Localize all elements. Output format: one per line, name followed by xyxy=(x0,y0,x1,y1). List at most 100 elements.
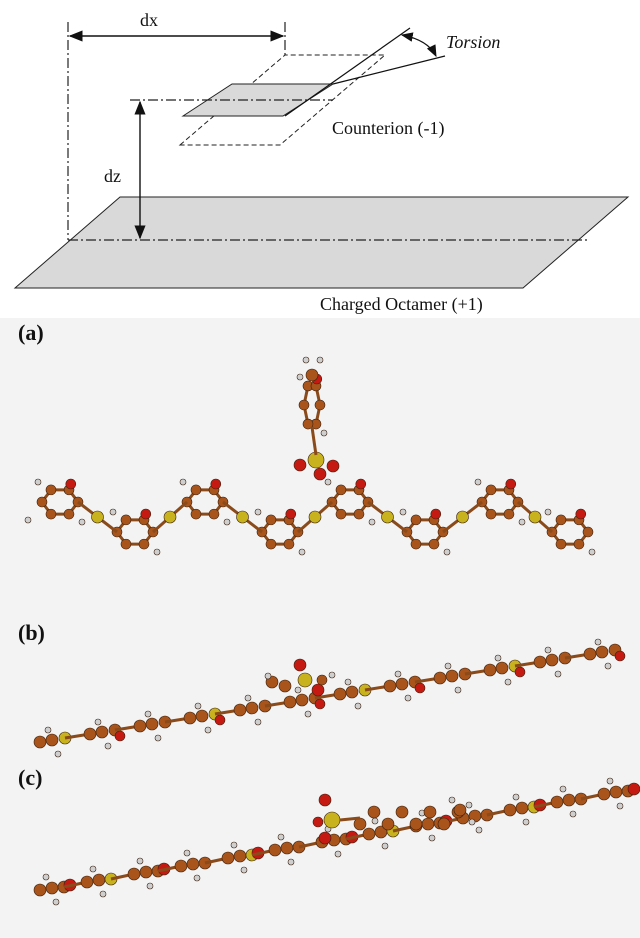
atom xyxy=(504,509,514,519)
atom xyxy=(303,357,309,363)
atom xyxy=(147,883,153,889)
atom xyxy=(495,655,501,661)
atom xyxy=(154,549,160,555)
atom xyxy=(128,868,140,880)
atom xyxy=(237,511,249,523)
atom xyxy=(484,664,496,676)
atom xyxy=(245,695,251,701)
atom xyxy=(505,679,511,685)
atom xyxy=(155,735,161,741)
atom xyxy=(279,680,291,692)
atom xyxy=(504,804,516,816)
atom xyxy=(396,678,408,690)
dz-label: dz xyxy=(104,166,121,186)
atom xyxy=(92,511,104,523)
atom xyxy=(615,651,625,661)
atom xyxy=(191,509,201,519)
atom xyxy=(405,695,411,701)
atom xyxy=(429,835,435,841)
atom xyxy=(294,659,306,671)
atom xyxy=(315,400,325,410)
atom xyxy=(278,834,284,840)
atom xyxy=(95,719,101,725)
atom xyxy=(288,859,294,865)
atom xyxy=(294,459,306,471)
atom xyxy=(369,519,375,525)
atom xyxy=(628,783,640,795)
atom xyxy=(516,802,528,814)
atom xyxy=(356,479,366,489)
atom xyxy=(46,734,58,746)
atom xyxy=(90,866,96,872)
atom xyxy=(384,680,396,692)
atom xyxy=(556,515,566,525)
atom xyxy=(269,844,281,856)
atom xyxy=(313,817,323,827)
atom xyxy=(115,731,125,741)
atom xyxy=(306,369,318,381)
atom xyxy=(266,515,276,525)
atom xyxy=(215,715,225,725)
atom xyxy=(64,509,74,519)
atom xyxy=(255,719,261,725)
atom xyxy=(469,819,475,825)
atom xyxy=(110,509,116,515)
dx-label: dx xyxy=(140,10,158,30)
atom xyxy=(137,858,143,864)
atom xyxy=(241,867,247,873)
atom xyxy=(105,743,111,749)
atom xyxy=(431,509,441,519)
atom xyxy=(195,703,201,709)
atom xyxy=(363,828,375,840)
atom xyxy=(25,517,31,523)
atom xyxy=(37,497,47,507)
counterion-label: Counterion (-1) xyxy=(332,118,444,139)
atom xyxy=(317,357,323,363)
atom xyxy=(457,511,469,523)
atom xyxy=(297,374,303,380)
bond xyxy=(340,818,360,820)
atom xyxy=(255,509,261,515)
atom xyxy=(346,686,358,698)
atom xyxy=(46,485,56,495)
atom xyxy=(329,672,335,678)
atom xyxy=(529,511,541,523)
atom xyxy=(312,684,324,696)
atom xyxy=(335,851,341,857)
torsion-label: Torsion xyxy=(446,32,500,52)
atom xyxy=(96,726,108,738)
atom xyxy=(46,882,58,894)
atom xyxy=(43,874,49,880)
atom xyxy=(555,671,561,677)
schematic: dx dz Torsion Counterion (-1) Charged Oc… xyxy=(15,10,628,315)
atom xyxy=(476,827,482,833)
atom xyxy=(560,786,566,792)
atom xyxy=(410,818,422,830)
atom xyxy=(589,549,595,555)
atom xyxy=(194,875,200,881)
atom xyxy=(319,794,331,806)
atom xyxy=(372,818,378,824)
atom xyxy=(187,858,199,870)
atom xyxy=(382,843,388,849)
atom xyxy=(281,842,293,854)
atom xyxy=(46,509,56,519)
atom xyxy=(596,646,608,658)
panel-label: (c) xyxy=(18,765,42,790)
atom xyxy=(515,667,525,677)
atom xyxy=(265,673,271,679)
atom xyxy=(445,663,451,669)
atom xyxy=(284,539,294,549)
atom xyxy=(382,511,394,523)
atom xyxy=(121,539,131,549)
atom xyxy=(506,479,516,489)
atom xyxy=(35,479,41,485)
atom xyxy=(382,818,394,830)
atom xyxy=(556,539,566,549)
panel-label: (b) xyxy=(18,620,45,645)
atom xyxy=(184,850,190,856)
atom xyxy=(139,539,149,549)
atom xyxy=(284,696,296,708)
atom xyxy=(211,479,221,489)
atom xyxy=(325,479,331,485)
